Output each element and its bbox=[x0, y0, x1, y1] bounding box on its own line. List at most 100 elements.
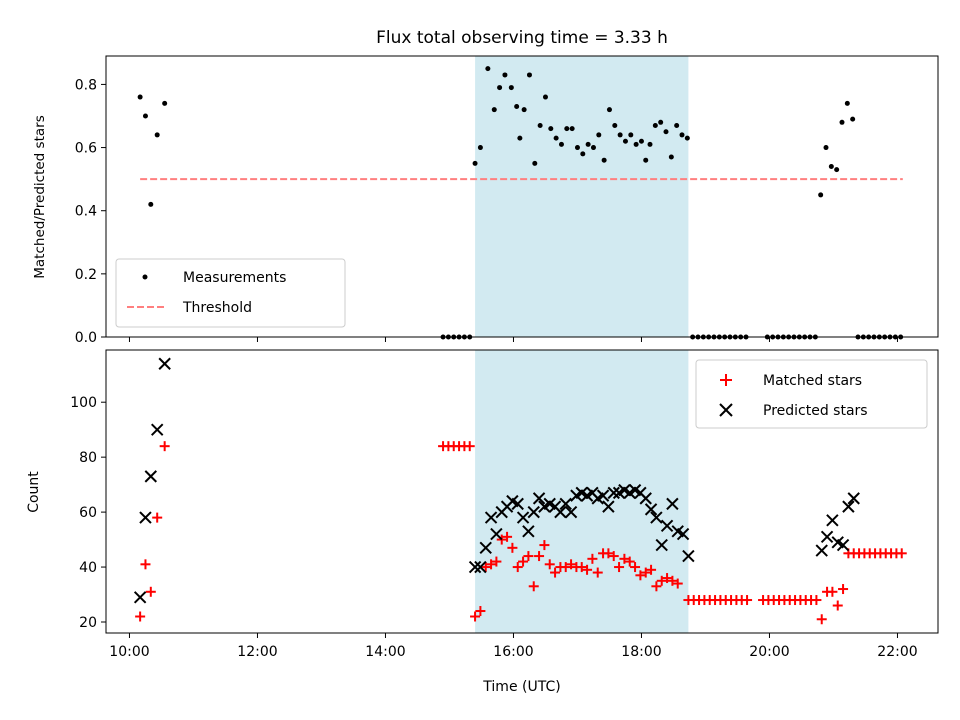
legend-measurements-marker bbox=[142, 274, 148, 280]
predicted-star-point bbox=[564, 505, 578, 519]
predicted-star-point bbox=[676, 527, 690, 541]
measurement-point bbox=[521, 107, 527, 113]
predicted-star-point bbox=[516, 511, 530, 524]
measurement-point bbox=[828, 164, 834, 170]
measurement-point bbox=[647, 141, 653, 147]
predicted-star-point bbox=[150, 423, 164, 436]
matched-star-point bbox=[507, 542, 518, 553]
matched-star-point bbox=[464, 441, 475, 452]
matched-star-point bbox=[550, 567, 561, 578]
matched-star-point bbox=[646, 564, 657, 575]
measurement-point bbox=[643, 157, 649, 163]
matched-star-point bbox=[528, 581, 539, 592]
predicted-star-point-b bbox=[820, 530, 834, 544]
count-series-layer bbox=[133, 357, 907, 625]
predicted-star-point bbox=[527, 505, 540, 519]
predicted-star-point bbox=[655, 538, 668, 552]
top-plot-frame bbox=[105, 55, 939, 338]
x-tick-label: 22:00 bbox=[877, 644, 917, 660]
predicted-star-point bbox=[660, 519, 674, 533]
y-tick-label: 0.6 bbox=[75, 141, 97, 157]
measurement-point bbox=[553, 135, 559, 141]
predicted-star-point-b bbox=[671, 525, 684, 538]
predicted-star-point-b bbox=[484, 511, 498, 524]
predicted-star-point bbox=[474, 560, 487, 574]
predicted-star-point bbox=[511, 497, 524, 511]
measurement-point bbox=[684, 135, 690, 141]
predicted-star-point bbox=[532, 492, 546, 505]
predicted-star-point-b bbox=[559, 497, 572, 511]
predicted-star-point bbox=[639, 492, 652, 505]
measurement-point bbox=[508, 85, 514, 91]
predicted-star-point bbox=[139, 511, 152, 524]
predicted-star-point bbox=[554, 505, 567, 519]
predicted-star-point-b bbox=[506, 494, 519, 508]
predicted-star-point-b bbox=[133, 591, 147, 604]
predicted-star-point bbox=[596, 489, 610, 502]
measurement-point bbox=[542, 94, 548, 100]
predicted-star-point bbox=[826, 514, 839, 527]
predicted-star-point-b bbox=[826, 514, 839, 527]
predicted-star-point bbox=[144, 470, 158, 483]
predicted-star-point-b bbox=[554, 505, 567, 519]
matched-star-point bbox=[603, 548, 614, 559]
predicted-star-point bbox=[644, 503, 658, 516]
matched-star-point bbox=[896, 548, 907, 559]
measurement-point bbox=[674, 122, 680, 128]
measurement-point bbox=[839, 119, 845, 125]
measurement-point bbox=[537, 122, 543, 128]
matched-star-point bbox=[544, 559, 555, 570]
matched-star-point bbox=[159, 441, 170, 452]
matched-star-point bbox=[486, 559, 497, 570]
legend-matched-marker bbox=[720, 374, 732, 386]
predicted-star-point-b bbox=[682, 549, 695, 563]
predicted-star-point-b bbox=[815, 544, 828, 557]
matched-star-point bbox=[539, 540, 550, 551]
measurement-point bbox=[148, 201, 154, 207]
matched-star-point bbox=[827, 586, 838, 597]
x-axis-label: Time (UTC) bbox=[482, 679, 560, 695]
predicted-star-point-b bbox=[836, 538, 850, 552]
matched-star-point bbox=[560, 562, 571, 573]
matched-star-point bbox=[608, 551, 619, 562]
y-tick-label: 0.8 bbox=[75, 77, 97, 93]
predicted-star-point bbox=[522, 525, 535, 538]
x-tick-label: 20:00 bbox=[749, 644, 789, 660]
predicted-star-point bbox=[607, 486, 620, 500]
measurement-point bbox=[585, 141, 591, 147]
measurement-point bbox=[628, 132, 634, 138]
matched-star-point bbox=[582, 564, 593, 575]
y-tick-label: 60 bbox=[79, 505, 97, 521]
predicted-star-point-b bbox=[532, 492, 546, 505]
top-y-axis-label: Matched/Predicted stars bbox=[32, 115, 48, 278]
matched-star-point bbox=[480, 562, 491, 573]
predicted-star-point-b bbox=[158, 357, 171, 370]
matched-star-point bbox=[152, 512, 163, 523]
bottom-x-axis: 10:00 12:00 14:00 16:00 18:00 20:00 22:00 bbox=[109, 633, 918, 660]
measurement-point bbox=[658, 119, 664, 125]
measurement-point bbox=[638, 138, 644, 144]
measurement-point bbox=[679, 132, 685, 138]
matched-star-point bbox=[470, 611, 481, 622]
x-tick-label: 12:00 bbox=[237, 644, 277, 660]
x-tick-label: 10:00 bbox=[109, 644, 149, 660]
measurement-point bbox=[162, 100, 168, 106]
matched-star-point bbox=[656, 575, 667, 586]
predicted-star-point bbox=[836, 538, 850, 552]
x-tick-label: 18:00 bbox=[621, 644, 661, 660]
matched-star-point bbox=[838, 584, 849, 595]
matched-star-point bbox=[566, 559, 577, 570]
matched-star-point bbox=[614, 562, 625, 573]
predicted-star-point bbox=[842, 500, 855, 513]
measurement-point bbox=[154, 132, 160, 138]
x-tick-label: 14:00 bbox=[365, 644, 405, 660]
matched-star-point bbox=[811, 595, 822, 606]
predicted-star-point-b bbox=[660, 519, 674, 533]
matched-star-point bbox=[635, 570, 646, 581]
predicted-star-point bbox=[479, 541, 492, 555]
predicted-star-point-b bbox=[474, 560, 487, 574]
matched-star-point bbox=[140, 559, 151, 570]
matched-star-point bbox=[512, 562, 523, 573]
predicted-star-point bbox=[133, 591, 147, 604]
